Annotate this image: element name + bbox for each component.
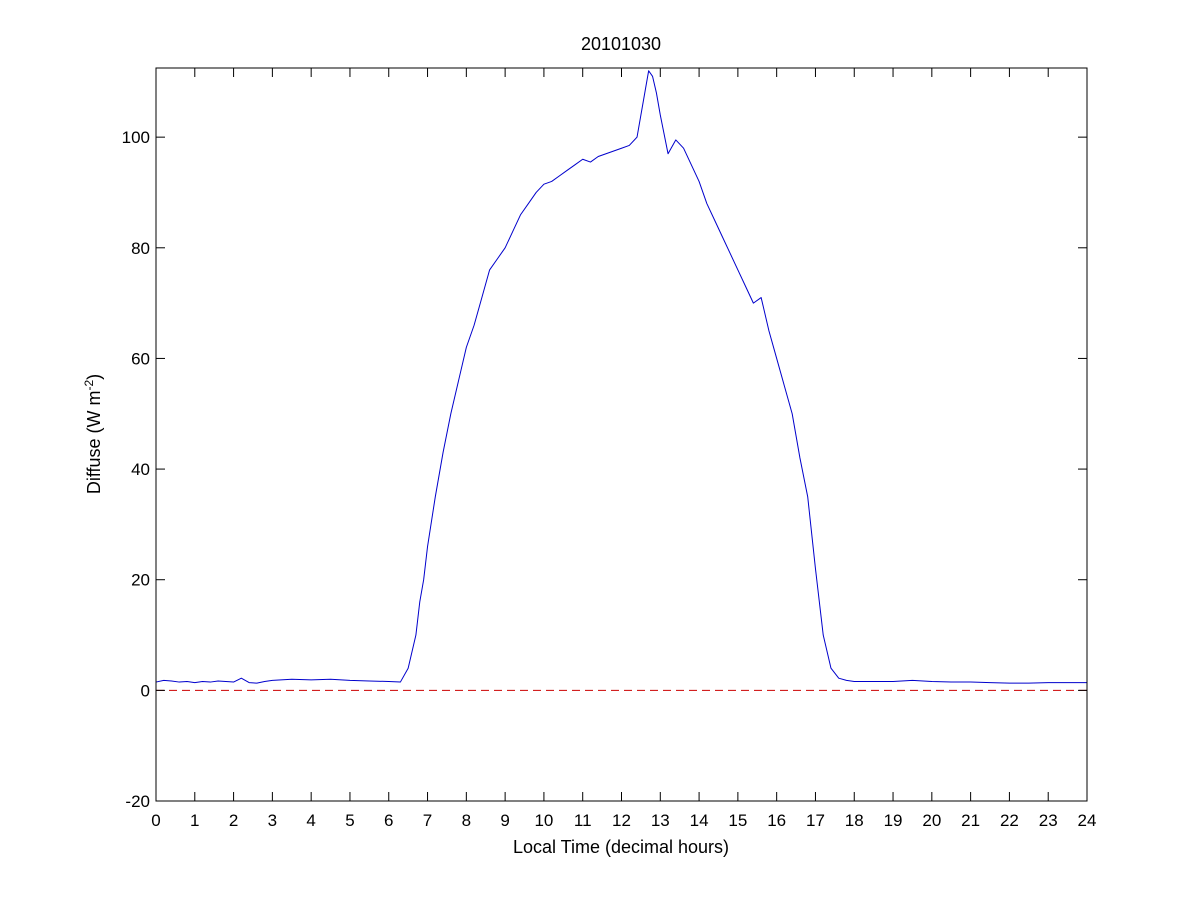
y-tick-label: 60: [131, 349, 150, 368]
y-tick-label: 40: [131, 460, 150, 479]
x-tick-label: 20: [922, 811, 941, 830]
x-tick-label: 6: [384, 811, 393, 830]
x-tick-label: 14: [690, 811, 709, 830]
x-tick-label: 24: [1078, 811, 1097, 830]
x-tick-label: 0: [151, 811, 160, 830]
x-tick-label: 19: [884, 811, 903, 830]
diffuse-series-line: [155, 70, 1087, 684]
y-axis-title-close: ): [84, 374, 104, 380]
x-tick-label: 8: [462, 811, 471, 830]
y-tick-label: -20: [125, 792, 150, 811]
x-tick-label: 10: [534, 811, 553, 830]
x-tick-label: 17: [806, 811, 825, 830]
x-tick-label: 7: [423, 811, 432, 830]
y-axis-title-main: Diffuse (W m: [84, 390, 104, 494]
x-tick-label: 13: [651, 811, 670, 830]
x-tick-label: 12: [612, 811, 631, 830]
x-tick-label: 18: [845, 811, 864, 830]
x-tick-label: 4: [306, 811, 315, 830]
x-tick-label: 3: [268, 811, 277, 830]
x-tick-label: 22: [1000, 811, 1019, 830]
x-axis-title: Local Time (decimal hours): [513, 837, 729, 857]
y-axis-title: Diffuse (W m-2): [82, 374, 104, 494]
x-axis: 0 1 2 3 4 5 6 7 8 9 10 11 12 13 14 15 16 17 18 19 20 21 22 23 24: [151, 68, 1096, 830]
y-tick-label: 0: [141, 681, 150, 700]
x-tick-label: 9: [500, 811, 509, 830]
x-tick-label: 11: [574, 811, 592, 830]
y-axis: -20 0 20 40 60 80 100: [122, 128, 1087, 811]
y-axis-title-superscript: -2: [82, 379, 96, 390]
x-tick-label: 16: [767, 811, 786, 830]
x-tick-label: 5: [345, 811, 354, 830]
x-tick-label: 1: [190, 811, 199, 830]
x-tick-label: 21: [961, 811, 980, 830]
chart-title: 20101030: [581, 34, 661, 54]
y-tick-label: 20: [131, 571, 150, 590]
x-tick-label: 15: [728, 811, 747, 830]
y-tick-label: 80: [131, 239, 150, 258]
y-tick-label: 100: [122, 128, 150, 147]
x-tick-label: 23: [1039, 811, 1058, 830]
x-tick-label: 2: [229, 811, 238, 830]
plot-frame: [155, 67, 1088, 802]
series-layer: [155, 70, 1087, 691]
